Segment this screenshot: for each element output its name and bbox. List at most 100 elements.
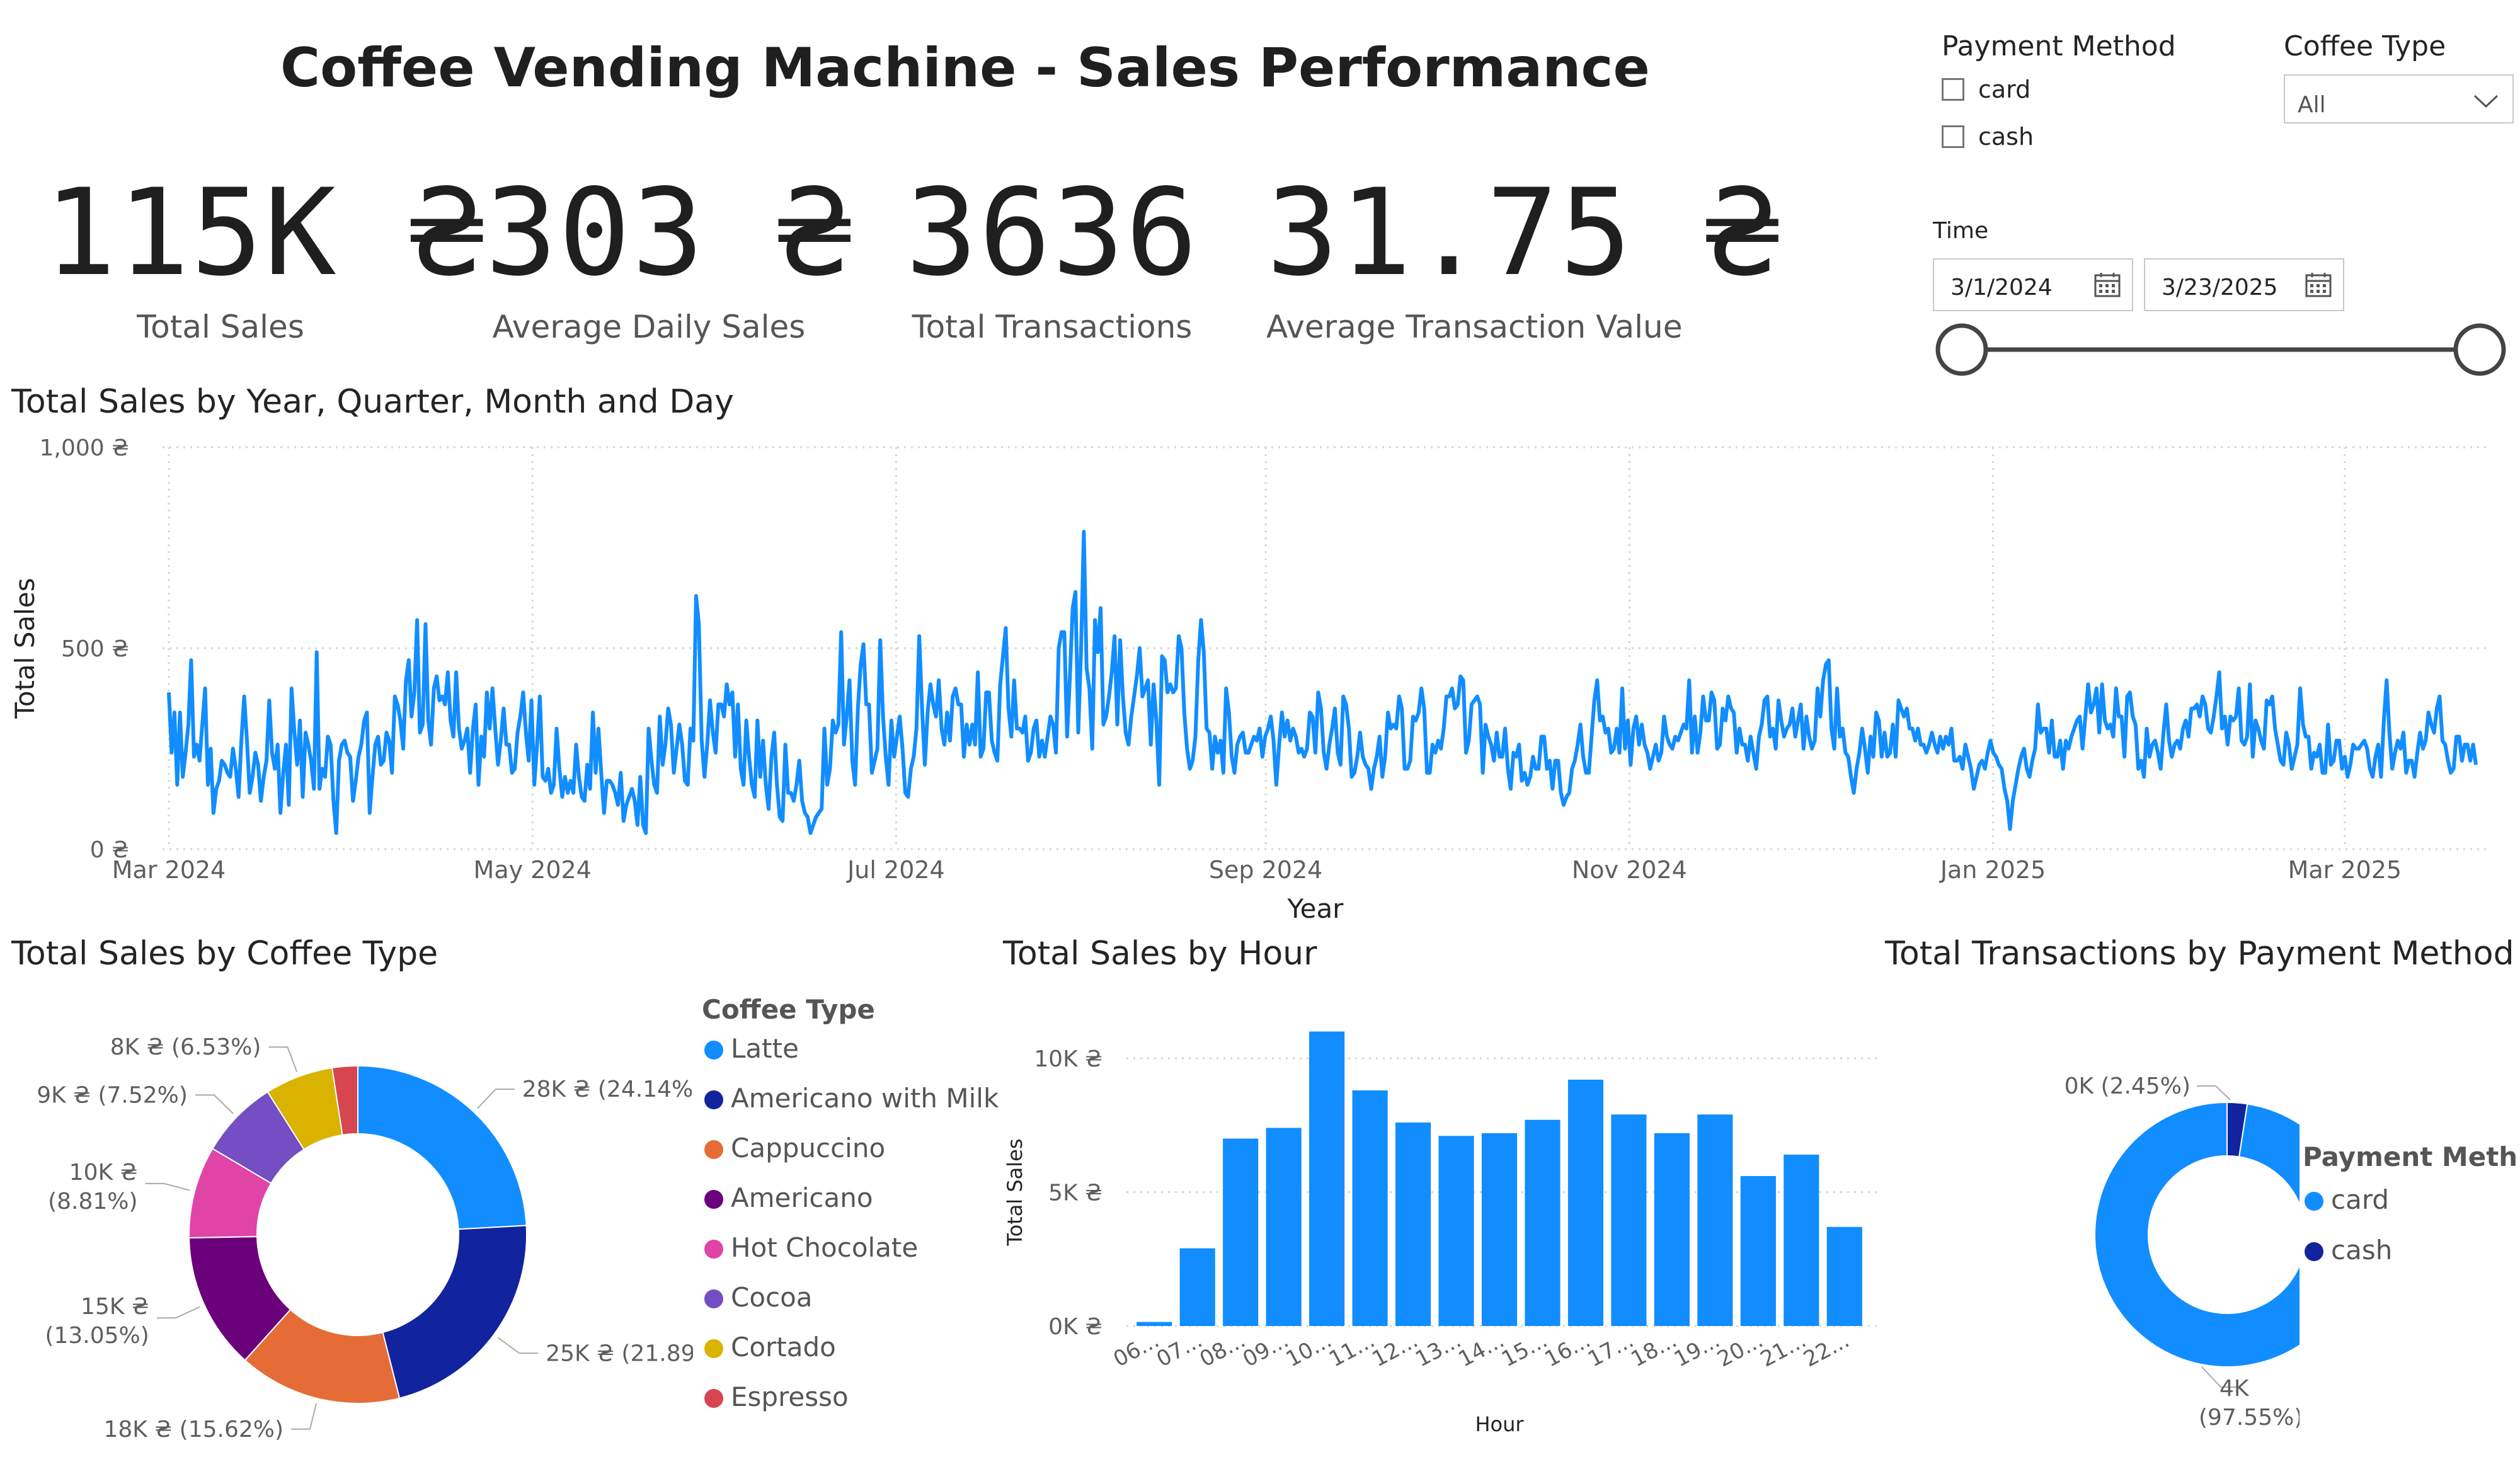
legend-label: cash: [2331, 1235, 2393, 1266]
donut-data-label: 10K ₴: [69, 1160, 138, 1186]
x-tick-label: May 2024: [474, 856, 592, 884]
hour-bar: [1179, 1248, 1215, 1326]
payment-donut-chart: 0K (2.45%) 4K (97.55%): [2065, 1073, 2300, 1431]
donut-leader-line: [291, 1403, 318, 1430]
y-tick-label: 1,000 ₴: [40, 435, 129, 461]
legend-item-cocoa[interactable]: Cocoa: [704, 1282, 813, 1313]
legend-label: Hot Chocolate: [731, 1232, 919, 1263]
x-tick-label: 22...: [1799, 1328, 1853, 1373]
donut-data-label: 25K ₴ (21.89%): [546, 1340, 693, 1366]
x-tick-label: Jan 2025: [1939, 856, 2046, 884]
legend-item-hot-chocolate[interactable]: Hot Chocolate: [704, 1232, 918, 1263]
legend-label: Cocoa: [731, 1282, 813, 1313]
hour-bar: [1481, 1133, 1518, 1326]
kpi-value: 31.75 ₴: [1266, 163, 1780, 302]
legend-marker: [704, 1240, 723, 1259]
kpi-label: Total Sales: [137, 309, 304, 345]
donut-data-label: 8K ₴ (6.53%): [110, 1034, 261, 1060]
donut-leader-line: [497, 1337, 539, 1354]
y-tick-label: 10K ₴: [1034, 1046, 1102, 1072]
donut-slice-card: [2094, 1101, 2300, 1368]
time-slicer-title: Time: [1933, 218, 1989, 244]
legend-marker: [704, 1140, 723, 1159]
hour-bar: [1352, 1090, 1388, 1326]
donut-data-label: 4K: [2219, 1376, 2250, 1402]
hour-bar: [1611, 1114, 1647, 1326]
start-date-input[interactable]: 3/1/2024: [1933, 258, 2133, 311]
donut-data-label: 15K ₴: [81, 1294, 149, 1320]
kpi-label: Total Transactions: [912, 309, 1193, 345]
donut-data-label: (97.55%): [2199, 1405, 2300, 1431]
y-tick-label: 5K ₴: [1048, 1180, 1102, 1206]
chevron-down-icon: [2473, 94, 2499, 108]
kpi-average-daily-sales: 303 ₴ Average Daily Sales: [485, 170, 850, 346]
legend-label: Latte: [731, 1033, 799, 1064]
legend-item-americano[interactable]: Americano: [704, 1182, 873, 1213]
donut-leader-line: [268, 1046, 298, 1072]
donut-slice-latte: [357, 1065, 527, 1230]
x-tick-label: Nov 2024: [1572, 856, 1687, 884]
x-tick-label: Jul 2024: [846, 856, 945, 884]
payment-method-slicer-title: Payment Method: [1942, 30, 2176, 62]
x-tick-label: Mar 2024: [112, 856, 226, 884]
kpi-total-transactions: 3636 Total Transactions: [901, 163, 1203, 346]
end-date-input[interactable]: 3/23/2025: [2144, 258, 2344, 311]
kpi-value: 3636: [905, 163, 1199, 302]
slider-start-handle[interactable]: [1935, 323, 1988, 376]
legend-item-cash[interactable]: cash: [2305, 1235, 2392, 1266]
legend-item-card[interactable]: card: [2305, 1184, 2389, 1215]
coffee-type-selected: All: [2298, 92, 2326, 118]
x-tick-label: Sep 2024: [1209, 856, 1322, 884]
donut-slice-americano-with-milk: [382, 1225, 527, 1399]
donut-data-label: 28K ₴ (24.14%): [522, 1077, 693, 1102]
hour-bar: [1223, 1138, 1259, 1326]
hour-bar: [1740, 1176, 1776, 1326]
donut-chart-title: Total Sales by Coffee Type: [11, 935, 438, 973]
y-tick-label: 0K ₴: [1048, 1314, 1102, 1340]
coffee-type-donut-chart: 28K ₴ (24.14%) 25K ₴ (21.89%) 18K ₴ (15.62…: [37, 1034, 693, 1443]
donut-leader-line: [156, 1306, 200, 1319]
slider-end-handle[interactable]: [2453, 323, 2506, 376]
legend-item-espresso[interactable]: Espresso: [704, 1381, 849, 1412]
kpi-label: Average Transaction Value: [1266, 309, 1683, 345]
donut-leader-line: [195, 1094, 234, 1114]
payment-card-label[interactable]: card: [1978, 76, 2031, 103]
legend-marker: [704, 1389, 723, 1408]
payment-cash-checkbox[interactable]: [1942, 125, 1964, 148]
x-axis-title: Hour: [1475, 1412, 1524, 1436]
donut-leader-line: [2201, 1366, 2240, 1388]
x-tick-label: Mar 2025: [2288, 856, 2402, 884]
time-range-slider[interactable]: [1934, 321, 2520, 378]
donut-data-label: 18K ₴ (15.62%): [103, 1417, 284, 1443]
legend-item-latte[interactable]: Latte: [704, 1033, 799, 1064]
legend-item-americano-with-milk[interactable]: Americano with Milk: [704, 1083, 999, 1114]
donut-slice-cappuccino: [244, 1308, 401, 1404]
y-tick-label: 500 ₴: [61, 636, 129, 662]
payment-cash-label[interactable]: cash: [1978, 123, 2034, 151]
legend-item-cortado[interactable]: Cortado: [704, 1332, 836, 1363]
line-chart-title: Total Sales by Year, Quarter, Month and …: [11, 383, 734, 421]
payment-chart-title: Total Transactions by Payment Method: [1885, 935, 2514, 973]
hour-bar: [1697, 1114, 1733, 1326]
hour-bar: [1137, 1322, 1172, 1326]
coffee-type-dropdown[interactable]: All: [2284, 74, 2514, 123]
legend-marker: [704, 1339, 723, 1358]
hour-bar: [1438, 1136, 1474, 1326]
donut-data-label: 9K ₴ (7.52%): [37, 1082, 188, 1108]
hour-bar: [1654, 1133, 1690, 1326]
end-date-value: 3/23/2025: [2162, 275, 2278, 300]
legend-item-cappuccino[interactable]: Cappuccino: [704, 1133, 885, 1163]
legend-label: Espresso: [731, 1381, 849, 1412]
donut-slice-espresso: [331, 1065, 358, 1136]
y-axis-title: Total Sales: [9, 578, 40, 719]
payment-card-checkbox[interactable]: [1942, 78, 1964, 101]
hour-bar: [1266, 1128, 1302, 1326]
bar-chart-title: Total Sales by Hour: [1003, 935, 1317, 973]
calendar-icon[interactable]: [2094, 272, 2121, 297]
kpi-value: 115K ₴: [44, 163, 484, 302]
calendar-icon[interactable]: [2305, 272, 2332, 297]
legend-marker: [2305, 1242, 2323, 1261]
legend-label: Americano with Milk: [731, 1083, 999, 1114]
hour-bar: [1826, 1226, 1862, 1326]
donut-leader-line: [145, 1182, 190, 1191]
